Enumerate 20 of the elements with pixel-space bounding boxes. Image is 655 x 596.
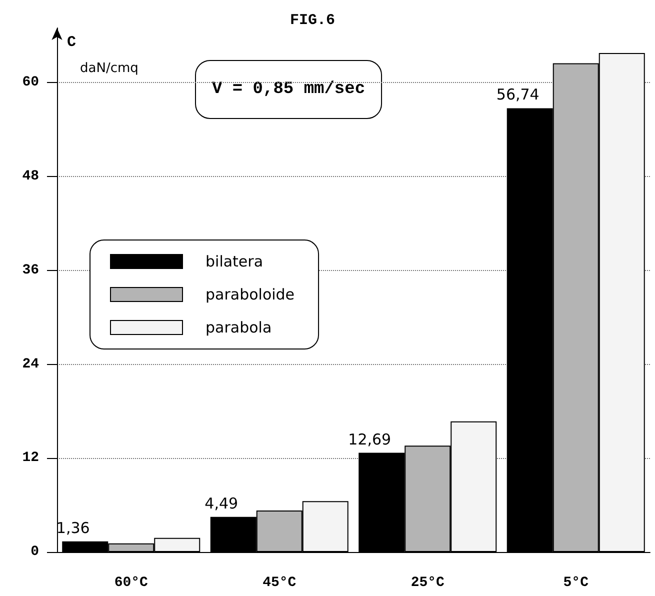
y-tick-label: 60 <box>22 74 39 91</box>
y-tick-label: 24 <box>22 356 39 372</box>
data-label: 12,69 <box>348 430 392 448</box>
y-tick-label: 48 <box>22 168 39 185</box>
legend-label: paraboloide <box>206 286 295 304</box>
x-tick-label: 45°C <box>262 575 297 591</box>
y-tick-label: 0 <box>30 544 39 560</box>
annotation: daN/cmq <box>80 61 138 76</box>
x-tick-label: 25°C <box>410 575 446 591</box>
data-label: 4,49 <box>204 494 238 512</box>
legend-label: parabola <box>206 318 272 336</box>
chart-title: FIG.6 <box>290 12 336 29</box>
data-label: 56,74 <box>496 86 540 104</box>
data-label: 1,36 <box>56 518 90 537</box>
y-tick-label: 36 <box>22 262 39 278</box>
x-tick-label: 60°C <box>114 575 149 591</box>
legend-label: bilatera <box>206 252 264 270</box>
y-axis-title: C <box>67 34 76 51</box>
y-tick-label: 12 <box>22 450 39 466</box>
x-tick-label: 5°C <box>563 575 590 591</box>
